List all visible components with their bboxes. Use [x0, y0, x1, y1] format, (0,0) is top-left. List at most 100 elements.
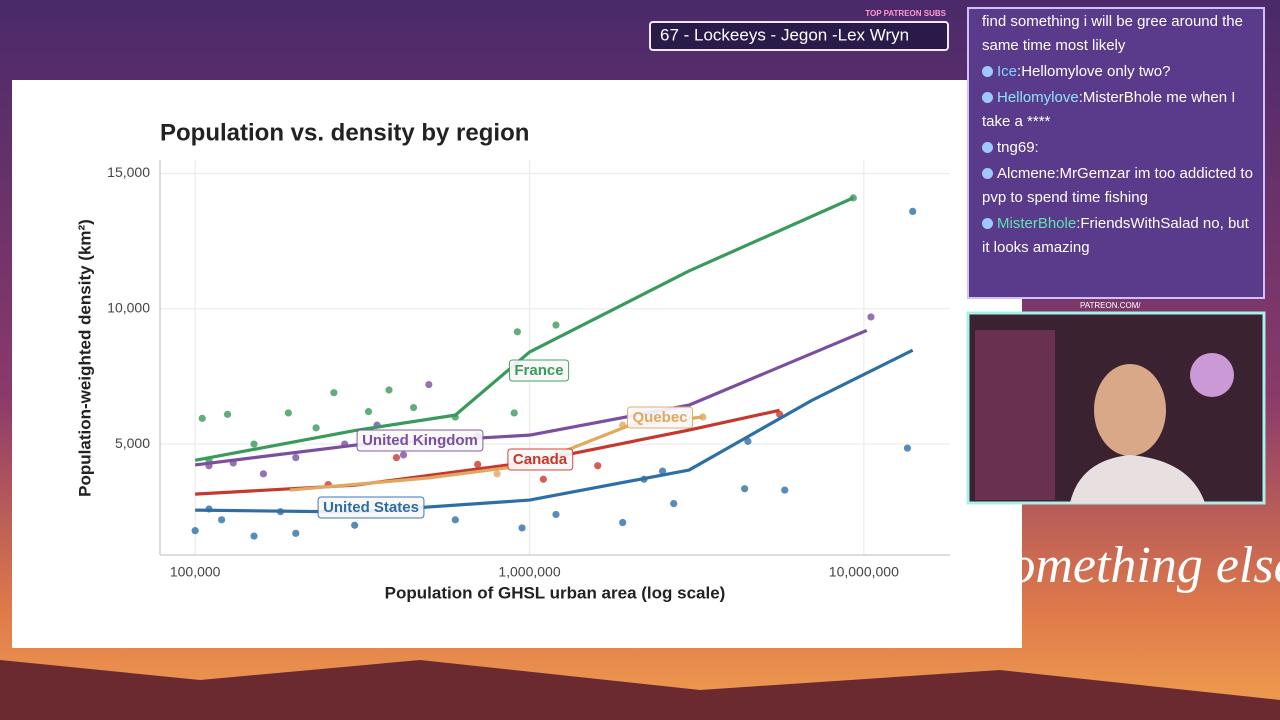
x-axis-title: Population of GHSL urban area (log scale…: [385, 583, 726, 602]
point: [191, 527, 199, 535]
chat-badge: [982, 66, 993, 77]
chat-user: tng69: [997, 139, 1035, 156]
series-label: France: [508, 359, 570, 382]
point: [867, 313, 875, 321]
chat-text: Hellomylove only two?: [1021, 63, 1171, 80]
y-tick-label: 10,000: [107, 300, 150, 316]
chat-message: find something i will be gree around the…: [982, 10, 1258, 58]
series-label-text: United States: [323, 499, 419, 516]
webcam-person-head: [1094, 364, 1166, 456]
chat-text: MisterBhole me when I take a ****: [982, 89, 1236, 130]
point: [351, 521, 359, 529]
chat-user: Ice: [997, 63, 1018, 80]
y-tick-label: 15,000: [107, 164, 150, 180]
x-tick-label: 10,000,000: [829, 564, 899, 580]
point: [259, 470, 267, 478]
series-label-box: [626, 406, 694, 429]
point: [364, 408, 373, 416]
chat-badge: [982, 218, 993, 229]
point: [619, 518, 627, 527]
point: [385, 386, 393, 394]
series-label: United Kingdom: [356, 429, 484, 452]
chat-message: Ice:Hellomylove only two?: [982, 60, 1258, 84]
point: [409, 403, 418, 412]
point: [223, 410, 232, 418]
chat-text: find something i will be gree around the…: [982, 13, 1243, 54]
series-label-box: [317, 496, 425, 519]
trend-line: [194, 328, 868, 467]
chat-badge: [982, 142, 993, 153]
point: [392, 454, 401, 462]
chat-message: Alcmene:MrGemzar im too addicted to pvp …: [982, 162, 1258, 210]
point: [552, 321, 560, 329]
point: [292, 454, 300, 462]
point: [284, 409, 292, 417]
chat-colon: :: [1017, 63, 1022, 80]
series-label-box: [356, 429, 484, 452]
y-tick-label: 5,000: [115, 435, 150, 451]
ticker-label: TOP PATREON SUBS: [865, 9, 946, 18]
point: [670, 499, 678, 508]
point: [493, 470, 501, 478]
brand: Something else: [983, 537, 1280, 594]
point: [198, 414, 206, 422]
point: [451, 516, 459, 524]
point: [292, 529, 300, 537]
point: [903, 444, 912, 452]
chat-badge: [982, 92, 993, 103]
point: [474, 460, 482, 468]
webcam-shelf: [975, 330, 1055, 500]
point: [513, 328, 521, 336]
series-label-box: [508, 359, 570, 382]
series-label: United States: [317, 496, 425, 519]
point: [744, 437, 752, 445]
series-label-text: United Kingdom: [362, 432, 478, 449]
chat-colon: :: [1078, 89, 1083, 106]
point: [518, 524, 526, 532]
patreon-link: PATREON.COM/: [1080, 301, 1141, 310]
chat-user: Hellomylove: [997, 89, 1079, 106]
series-label: Canada: [507, 448, 574, 471]
chat-box: [967, 7, 1265, 299]
point: [312, 424, 320, 432]
chart: 5,000 10,000 15,000 100,000 1,000,000 10,000,…: [75, 119, 950, 602]
point: [741, 485, 749, 493]
series-label-text: Canada: [513, 451, 568, 468]
trend-line: [194, 196, 854, 462]
chat-message: MisterBhole:FriendsWithSalad no, but it …: [982, 212, 1258, 260]
chat-badge: [982, 168, 993, 179]
point: [594, 462, 602, 470]
y-axis-title: Population-weighted density (km²): [75, 219, 94, 497]
chat-user: Alcmene: [997, 165, 1056, 182]
series-label: Quebec: [626, 406, 694, 429]
series-label-text: Quebec: [632, 409, 687, 426]
point: [425, 380, 433, 389]
chat: find something i will be gree around the…: [976, 10, 1258, 294]
chat-text: FriendsWithSalad no, but it looks amazin…: [982, 215, 1249, 256]
chat-colon: :: [1055, 165, 1060, 182]
point: [250, 440, 258, 448]
point: [781, 486, 789, 494]
chart-title: Population vs. density by region: [160, 119, 529, 146]
ticker-text: 67 - Lockeeys - Jegon -Lex Wryn: [660, 25, 909, 44]
point: [510, 409, 518, 417]
point: [218, 516, 226, 524]
x-tick-label: 100,000: [170, 564, 221, 580]
point: [552, 510, 560, 519]
series-label-box: [507, 448, 574, 471]
chat-message: Hellomylove:MisterBhole me when I take a…: [982, 86, 1258, 134]
chat-colon: :: [1034, 139, 1039, 156]
chat-text: MrGemzar im too addicted to pvp to spend…: [982, 165, 1253, 206]
point: [539, 475, 547, 483]
ticker-box: [649, 21, 949, 51]
chat-user: MisterBhole: [997, 215, 1077, 232]
webcam-lamp: [1190, 353, 1234, 397]
point: [250, 532, 258, 540]
ground-decor: [0, 660, 1280, 720]
chat-colon: :: [1076, 215, 1081, 232]
point: [399, 451, 408, 459]
point: [909, 207, 917, 216]
chat-message: tng69:: [982, 136, 1258, 160]
point: [658, 467, 667, 475]
